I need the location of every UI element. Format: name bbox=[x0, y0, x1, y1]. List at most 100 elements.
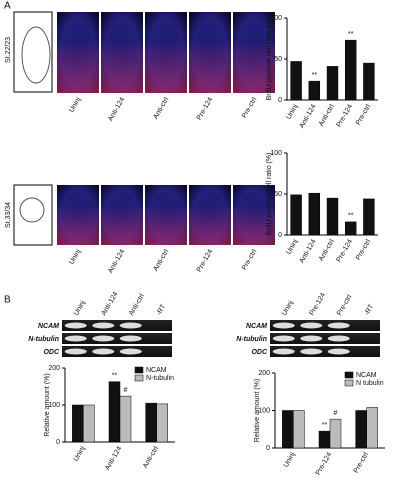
gel-strip bbox=[62, 346, 172, 357]
bar bbox=[145, 402, 157, 443]
gel-band bbox=[92, 335, 115, 342]
bar bbox=[355, 410, 367, 449]
x-tick-label: Anti-124 bbox=[299, 103, 318, 129]
x-tick-label: Pre-124 bbox=[315, 451, 334, 476]
gel-band bbox=[92, 322, 115, 329]
y-tick-label: 0 bbox=[278, 232, 282, 239]
lane-label: Anti-ctrl bbox=[128, 292, 146, 316]
lane-label: -RT bbox=[156, 303, 168, 317]
bar bbox=[293, 410, 305, 449]
image-label: Uninj bbox=[68, 248, 82, 266]
lane-label: -RT bbox=[364, 303, 376, 317]
lane-label: Uninj bbox=[73, 299, 87, 317]
micrograph-signal bbox=[101, 44, 143, 93]
gel-band bbox=[119, 335, 142, 342]
gel-row-label: N-tubulin bbox=[28, 336, 59, 343]
stage-label: St.22/23 bbox=[5, 37, 12, 63]
y-axis-label: Relative amount (%) bbox=[254, 379, 261, 442]
gel-strip bbox=[270, 320, 380, 331]
panel-label: B bbox=[4, 295, 11, 306]
bar bbox=[344, 221, 357, 236]
micrograph-signal bbox=[101, 209, 143, 245]
sketch-outline bbox=[21, 26, 51, 84]
image-label: Anti-124 bbox=[107, 248, 126, 274]
stage-label: St.33/34 bbox=[5, 202, 12, 228]
bar bbox=[363, 198, 375, 236]
gel-band bbox=[119, 348, 142, 355]
micrograph-signal bbox=[145, 209, 187, 245]
legend-label: N tubulin bbox=[356, 380, 384, 387]
bar bbox=[108, 381, 121, 443]
gel-band bbox=[272, 322, 295, 329]
image-label: Pre-124 bbox=[196, 248, 215, 273]
image-label: Pre-ctrl bbox=[241, 96, 259, 119]
micrograph-signal bbox=[57, 209, 99, 245]
embryo-sketch bbox=[13, 11, 53, 93]
significance-mark: # bbox=[334, 410, 338, 417]
gel-band bbox=[300, 335, 323, 342]
panel-label: A bbox=[4, 1, 11, 12]
x-tick-label: Pre-ctrl bbox=[355, 103, 373, 126]
gel-band bbox=[272, 335, 295, 342]
legend-label: NCAM bbox=[146, 367, 167, 374]
y-tick-label: 100 bbox=[270, 150, 282, 157]
y-tick-label: 50 bbox=[274, 191, 282, 198]
gel-strip bbox=[270, 333, 380, 344]
gel-row-label: ODC bbox=[251, 349, 268, 356]
y-axis-label: Relative amount (%) bbox=[44, 373, 51, 436]
bar bbox=[83, 404, 95, 443]
x-tick-label: Pre-ctrl bbox=[353, 451, 371, 474]
legend-swatch bbox=[344, 379, 354, 387]
bar bbox=[308, 192, 321, 236]
gel-row-label: NCAM bbox=[246, 323, 267, 330]
gel-row-label: NCAM bbox=[38, 323, 59, 330]
x-tick-label: Pre-ctrl bbox=[355, 238, 373, 261]
bar bbox=[329, 418, 342, 449]
gel-band bbox=[272, 348, 295, 355]
gel-band bbox=[300, 322, 323, 329]
bar bbox=[119, 395, 132, 443]
legend-swatch bbox=[134, 374, 144, 382]
x-tick-label: Anti-124 bbox=[299, 238, 318, 264]
gel-row-label: N-tubulin bbox=[236, 336, 267, 343]
gel-band bbox=[300, 348, 323, 355]
image-label: Anti-ctrl bbox=[152, 248, 170, 272]
bar bbox=[326, 66, 339, 101]
gel-band bbox=[327, 322, 350, 329]
micrograph-signal bbox=[189, 209, 231, 245]
sketch-outline bbox=[19, 197, 45, 223]
bar bbox=[72, 404, 84, 443]
gel-strip bbox=[62, 333, 172, 344]
legend-label: N-tubulin bbox=[146, 375, 174, 382]
gel-band bbox=[64, 335, 87, 342]
significance-mark: ** bbox=[312, 72, 318, 79]
y-tick-label: 100 bbox=[48, 402, 60, 409]
gel-band bbox=[92, 348, 115, 355]
significance-mark: ** bbox=[348, 31, 354, 38]
gel-row-label: ODC bbox=[43, 349, 60, 356]
y-tick-label: 100 bbox=[258, 407, 270, 414]
bar bbox=[156, 403, 168, 443]
bar bbox=[366, 407, 378, 449]
x-tick-label: Anti-124 bbox=[104, 445, 123, 471]
x-tick-label: Pre-124 bbox=[336, 103, 355, 128]
bar bbox=[308, 80, 321, 101]
significance-mark: ** bbox=[322, 422, 328, 429]
image-label: Anti-124 bbox=[107, 96, 126, 122]
gel-strip bbox=[270, 346, 380, 357]
bar bbox=[344, 39, 357, 101]
y-tick-label: 200 bbox=[258, 370, 270, 377]
legend-swatch bbox=[134, 366, 144, 374]
significance-mark: ** bbox=[348, 213, 354, 220]
bar bbox=[290, 194, 302, 236]
bar bbox=[282, 410, 294, 449]
x-tick-label: Uninj bbox=[73, 445, 87, 463]
image-label: Pre-124 bbox=[196, 96, 215, 121]
bar bbox=[326, 197, 339, 236]
y-axis-label: BrdU-positive cell ratio (%) bbox=[266, 153, 273, 236]
x-tick-label: Uninj bbox=[285, 103, 299, 121]
gel-band bbox=[64, 322, 87, 329]
x-tick-label: Anti-ctrl bbox=[318, 103, 336, 127]
embryo-sketch bbox=[13, 184, 53, 246]
